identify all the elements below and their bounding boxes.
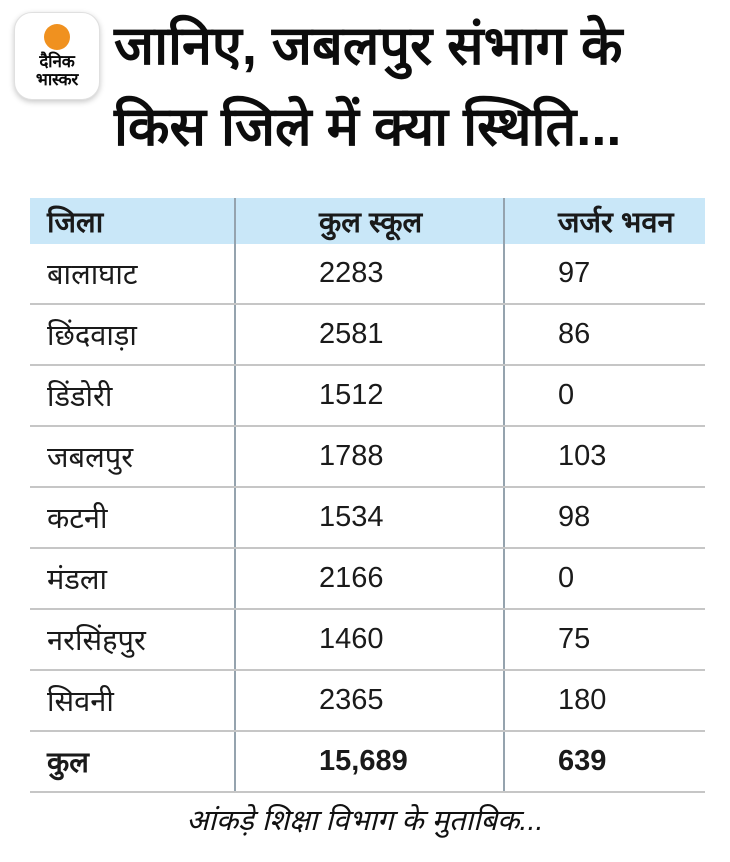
table-total-row: कुल 15,689 639 xyxy=(30,732,705,793)
dilapidated-cell: 86 xyxy=(503,305,705,364)
logo-word-line2: भास्कर xyxy=(35,69,79,89)
sun-icon xyxy=(44,24,70,51)
table-row: डिंडोरी 1512 0 xyxy=(30,366,705,427)
district-cell: बालाघाट xyxy=(47,259,138,291)
table-row: कटनी 1534 98 xyxy=(30,488,705,549)
table-row: नरसिंहपुर 1460 75 xyxy=(30,610,705,671)
total-dilapidated-sum-cell: 639 xyxy=(503,732,705,791)
total-schools-cell: 1460 xyxy=(234,610,503,669)
table-header-row: जिला कुल स्कूल जर्जर भवन xyxy=(30,198,705,244)
column-header-total-schools: कुल स्कूल xyxy=(234,198,503,244)
total-schools-cell: 2166 xyxy=(234,549,503,608)
total-schools-sum-cell: 15,689 xyxy=(234,732,503,791)
district-cell: कटनी xyxy=(47,503,108,535)
district-cell: नरसिंहपुर xyxy=(47,625,146,657)
table-row: मंडला 2166 0 xyxy=(30,549,705,610)
district-cell: सिवनी xyxy=(47,686,114,718)
total-schools-cell: 1534 xyxy=(234,488,503,547)
dilapidated-cell: 180 xyxy=(503,671,705,730)
page-title: जानिए, जबलपुर संभाग के किस जिले में क्या… xyxy=(114,6,622,168)
dilapidated-cell: 75 xyxy=(503,610,705,669)
total-schools-cell: 2365 xyxy=(234,671,503,730)
dilapidated-cell: 97 xyxy=(503,244,705,303)
table-row: बालाघाट 2283 97 xyxy=(30,244,705,305)
total-label-cell: कुल xyxy=(47,747,89,779)
dilapidated-cell: 0 xyxy=(503,549,705,608)
column-header-dilapidated-buildings: जर्जर भवन xyxy=(503,198,705,244)
district-cell: जबलपुर xyxy=(47,442,134,474)
dilapidated-cell: 103 xyxy=(503,427,705,486)
total-schools-cell: 1788 xyxy=(234,427,503,486)
dilapidated-cell: 0 xyxy=(503,366,705,425)
dainik-bhaskar-logo: दैनिक भास्कर xyxy=(14,12,100,100)
title-line-1: जानिए, जबलपुर संभाग के xyxy=(114,16,623,76)
title-line-2: किस जिले में क्या स्थिति... xyxy=(114,97,622,157)
total-schools-cell: 2581 xyxy=(234,305,503,364)
district-cell: छिंदवाड़ा xyxy=(47,320,137,352)
source-note: आंकड़े शिक्षा विभाग के मुताबिक... xyxy=(186,805,544,837)
district-cell: मंडला xyxy=(47,564,108,596)
total-schools-cell: 1512 xyxy=(234,366,503,425)
table-row: छिंदवाड़ा 2581 86 xyxy=(30,305,705,366)
logo-wordmark: दैनिक भास्कर xyxy=(36,53,78,88)
logo-word-line1: दैनिक xyxy=(39,52,75,72)
table-row: सिवनी 2365 180 xyxy=(30,671,705,732)
district-schools-table: जिला कुल स्कूल जर्जर भवन बालाघाट 2283 97… xyxy=(30,198,705,793)
dilapidated-cell: 98 xyxy=(503,488,705,547)
column-header-district: जिला xyxy=(47,206,104,239)
total-schools-cell: 2283 xyxy=(234,244,503,303)
district-cell: डिंडोरी xyxy=(47,381,113,413)
table-row: जबलपुर 1788 103 xyxy=(30,427,705,488)
